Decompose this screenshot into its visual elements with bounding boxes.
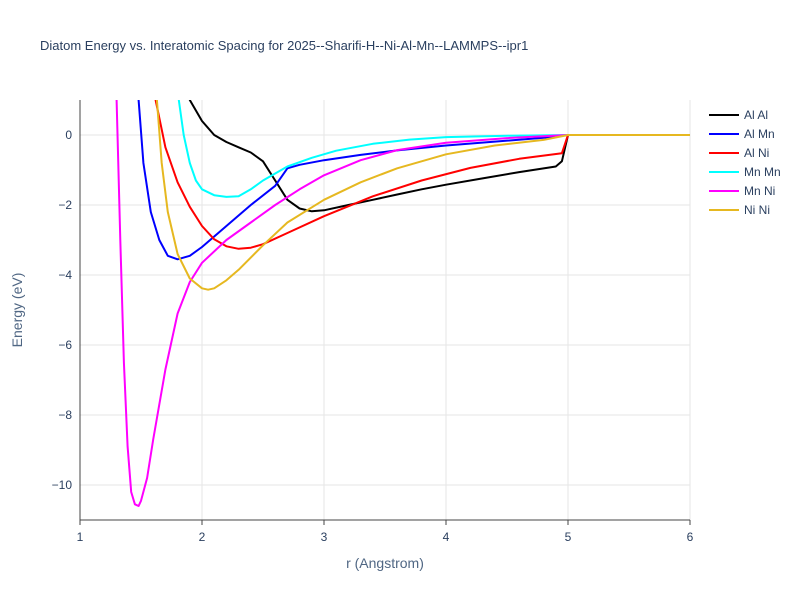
gridlines	[79, 100, 691, 520]
legend-item-mn-mn[interactable]: Mn Mn	[709, 165, 781, 179]
series-lines	[115, 100, 690, 507]
y-tick-label: −6	[58, 338, 72, 352]
legend: Al Al Al Mn Al Ni Mn Mn Mn Ni Ni Ni	[709, 108, 781, 217]
series-line-al-al	[188, 100, 690, 213]
legend-item-al-mn[interactable]: Al Mn	[709, 127, 775, 141]
legend-label: Mn Ni	[744, 184, 775, 198]
x-axis-title: r (Angstrom)	[346, 555, 424, 571]
axes: 1 2 3 4 5 6 0 −2 −4 −6 −8 −10	[52, 100, 694, 544]
y-tick-label: −8	[58, 408, 72, 422]
y-tick-label: −4	[58, 268, 72, 282]
y-axis-title: Energy (eV)	[9, 273, 25, 348]
legend-label: Ni Ni	[744, 203, 770, 217]
y-tick-label: 0	[65, 128, 72, 142]
chart-title: Diatom Energy vs. Interatomic Spacing fo…	[40, 38, 528, 53]
y-tick-label: −2	[58, 198, 72, 212]
series-line-ni-ni	[155, 100, 690, 291]
series-line-al-ni	[154, 100, 690, 250]
legend-label: Al Al	[744, 108, 768, 122]
legend-item-ni-ni[interactable]: Ni Ni	[709, 203, 770, 217]
x-tick-label: 5	[565, 530, 572, 544]
series-line-mn-mn	[177, 100, 690, 198]
x-tick-label: 1	[77, 530, 84, 544]
legend-item-al-al[interactable]: Al Al	[709, 108, 768, 122]
y-tick-label: −10	[52, 478, 73, 492]
x-tick-label: 2	[199, 530, 206, 544]
series-line-al-mn	[137, 100, 690, 261]
x-tick-label: 3	[321, 530, 328, 544]
legend-item-al-ni[interactable]: Al Ni	[709, 146, 769, 160]
x-tick-label: 4	[443, 530, 450, 544]
legend-label: Mn Mn	[744, 165, 781, 179]
x-tick-label: 6	[687, 530, 694, 544]
legend-label: Al Ni	[744, 146, 769, 160]
legend-label: Al Mn	[744, 127, 775, 141]
legend-item-mn-ni[interactable]: Mn Ni	[709, 184, 775, 198]
series-line-mn-ni	[115, 100, 690, 507]
